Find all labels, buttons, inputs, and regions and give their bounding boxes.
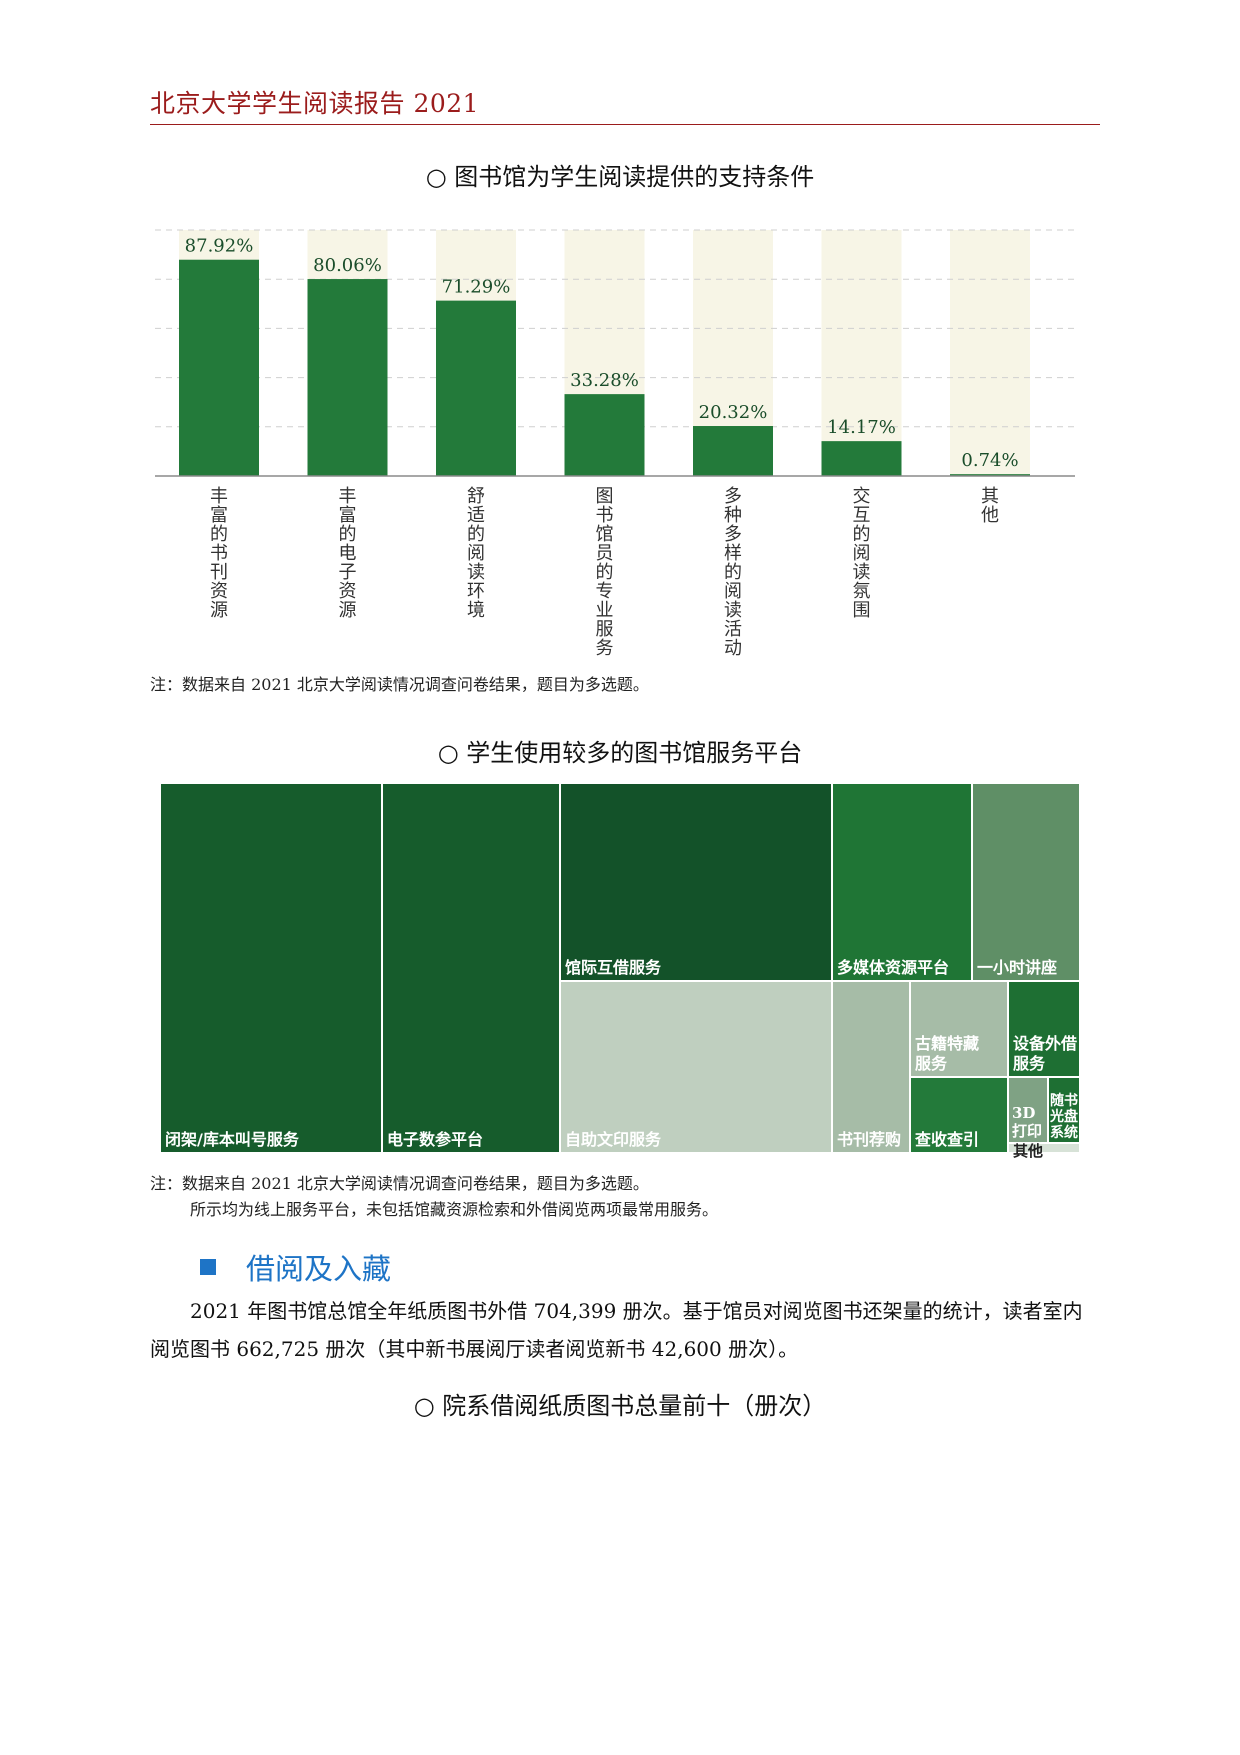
tile-label: 随书光盘系统: [1050, 1093, 1078, 1141]
tile-label: 书刊荐购: [837, 1130, 902, 1149]
header-rule: [150, 124, 1100, 125]
treemap-tile-e-reference: 电子数参平台: [382, 783, 560, 1153]
category-label: 多种多样的阅读活动: [724, 486, 742, 659]
tile-label: 3D打印: [1012, 1104, 1043, 1140]
data-label: 87.92%: [185, 236, 254, 257]
tile-label: 查收查引: [915, 1130, 980, 1149]
bar: [821, 441, 902, 476]
data-label: 0.74%: [961, 450, 1018, 471]
category-label: 交互的阅读氛围: [853, 486, 871, 621]
bar: [950, 474, 1030, 476]
bar-background-column: [821, 230, 902, 476]
category-label: 丰富的书刊资源: [210, 486, 228, 621]
tile-label: 多媒体资源平台: [837, 958, 950, 977]
treemap-tile-ancient-books: 古籍特藏服务: [910, 981, 1008, 1077]
tile-label: 一小时讲座: [977, 958, 1058, 977]
tile-label: 古籍特藏服务: [915, 1034, 980, 1073]
treemap-note-line2: 所示均为线上服务平台，未包括馆藏资源检索和外借阅览两项最常用服务。: [190, 1200, 719, 1219]
category-label: 其他: [981, 486, 999, 526]
treemap-caption: ○ 学生使用较多的图书馆服务平台: [437, 739, 803, 767]
treemap-tile-book-recommend: 书刊荐购: [832, 981, 910, 1153]
tile-label: 闭架/库本叫号服务: [165, 1130, 299, 1149]
section-square-icon: [200, 1259, 216, 1275]
bar: [693, 426, 773, 476]
treemap-tile-multimedia: 多媒体资源平台: [832, 783, 972, 981]
service-platform-treemap: 闭架/库本叫号服务 电子数参平台 馆际互借服务 自助文印服务 多媒体资源平台 一…: [160, 783, 1080, 1160]
treemap-note: 注：数据来自 2021 北京大学阅读情况调查问卷结果，题目为多选题。 所示均为线…: [150, 1171, 718, 1223]
tile-label: 设备外借服务: [1013, 1034, 1078, 1073]
data-label: 80.06%: [313, 255, 382, 276]
treemap-tile-closed-stack: 闭架/库本叫号服务: [160, 783, 382, 1153]
bar-background-column: [950, 230, 1030, 476]
bar: [179, 259, 259, 476]
treemap-tile-3d-print: 3D打印: [1008, 1077, 1048, 1143]
treemap-tile-citation-check: 查收查引: [910, 1077, 1008, 1153]
treemap-tile-self-print: 自助文印服务: [560, 981, 832, 1153]
category-label: 图书馆员的专业服务: [596, 486, 614, 659]
tile-label: 电子数参平台: [387, 1130, 484, 1149]
category-label: 丰富的电子资源: [339, 486, 357, 621]
section-paragraph: 2021 年图书馆总馆全年纸质图书外借 704,399 册次。基于馆员对阅览图书…: [150, 1299, 1083, 1361]
report-header-title: 北京大学学生阅读报告 2021: [150, 89, 480, 118]
bar: [436, 300, 516, 476]
bar-chart-note: 注：数据来自 2021 北京大学阅读情况调查问卷结果，题目为多选题。: [150, 675, 649, 694]
treemap-tile-device-loan: 设备外借服务: [1008, 981, 1080, 1077]
data-label: 14.17%: [827, 417, 896, 438]
treemap-tile-other: 其他: [1008, 1142, 1080, 1160]
treemap-tile-one-hour-lecture: 一小时讲座: [972, 783, 1080, 981]
support-conditions-bar-chart: 87.92% 80.06% 71.29% 33.28% 20.32% 14.17% 0.74…: [155, 229, 1075, 659]
treemap-tile-cd-system: 随书光盘系统: [1048, 1077, 1080, 1143]
tile-label: 馆际互借服务: [565, 958, 662, 977]
section-title: 借阅及入藏: [246, 1252, 392, 1286]
data-label: 33.28%: [570, 370, 639, 391]
next-chart-caption: ○ 院系借阅纸质图书总量前十（册次）: [413, 1392, 827, 1420]
data-label: 20.32%: [699, 402, 768, 423]
bar: [307, 279, 388, 476]
category-label: 舒适的阅读环境: [467, 486, 485, 621]
section-heading: 借阅及入藏: [200, 1246, 391, 1288]
data-label: 71.29%: [442, 277, 511, 298]
treemap-tile-interlibrary-loan: 馆际互借服务: [560, 783, 832, 981]
bar: [564, 394, 645, 476]
bar-chart-caption: ○ 图书馆为学生阅读提供的支持条件: [425, 163, 815, 191]
tile-label: 其他: [1013, 1142, 1044, 1160]
treemap-note-line1: 注：数据来自 2021 北京大学阅读情况调查问卷结果，题目为多选题。: [150, 1174, 649, 1193]
tile-label: 自助文印服务: [565, 1130, 662, 1149]
